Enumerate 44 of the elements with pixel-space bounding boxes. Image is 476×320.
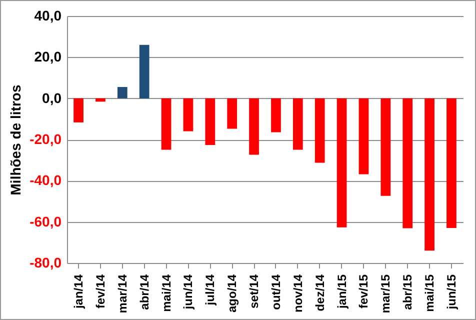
x-tick-label: abr/14 (137, 274, 152, 310)
y-tick-label: -60,0 (30, 213, 62, 230)
x-tick-label: jun/14 (181, 274, 196, 310)
bar (205, 98, 216, 146)
bar (249, 98, 259, 155)
bar (117, 87, 128, 98)
x-tick-label: abr/15 (400, 274, 415, 310)
bar (227, 98, 238, 129)
x-tick-label: ago/14 (225, 274, 240, 313)
bar (292, 98, 303, 150)
bar (446, 98, 456, 228)
bar (402, 98, 413, 228)
bar (358, 98, 369, 174)
x-tick-label: fev/14 (93, 274, 108, 309)
bar (183, 98, 194, 132)
y-tick-label: -40,0 (30, 172, 62, 188)
y-tick-label: -20,0 (30, 131, 62, 147)
x-tick-label: jan/15 (334, 274, 349, 310)
x-tick-label: fev/15 (356, 274, 371, 309)
y-tick-label: 0,0 (42, 90, 62, 106)
x-tick-label: mai/14 (159, 274, 174, 312)
x-tick-label: mai/15 (422, 274, 437, 312)
x-tick-label: nov/14 (290, 274, 305, 313)
bar (271, 98, 281, 132)
bar (96, 98, 106, 102)
bar (380, 98, 391, 196)
x-tick-label: out/14 (268, 274, 283, 310)
bar (139, 44, 150, 98)
y-tick-label: 20,0 (34, 48, 62, 65)
x-tick-label: jul/14 (203, 274, 218, 306)
x-tick-label: mar/14 (115, 274, 130, 314)
x-tick-label: mar/15 (378, 274, 393, 314)
x-tick-label: jan/14 (72, 274, 86, 310)
bar (74, 98, 84, 122)
bar (161, 98, 172, 150)
bar (314, 98, 325, 163)
bar (336, 98, 347, 228)
bar (424, 98, 434, 251)
x-tick-label: set/14 (247, 274, 262, 309)
x-tick-label: dez/14 (312, 274, 327, 312)
y-tick-label: 40,0 (34, 8, 62, 24)
y-axis-title: Milhões de litros (8, 84, 24, 196)
y-tick-label: -80,0 (30, 254, 62, 270)
x-tick-label: jun/15 (444, 274, 458, 310)
